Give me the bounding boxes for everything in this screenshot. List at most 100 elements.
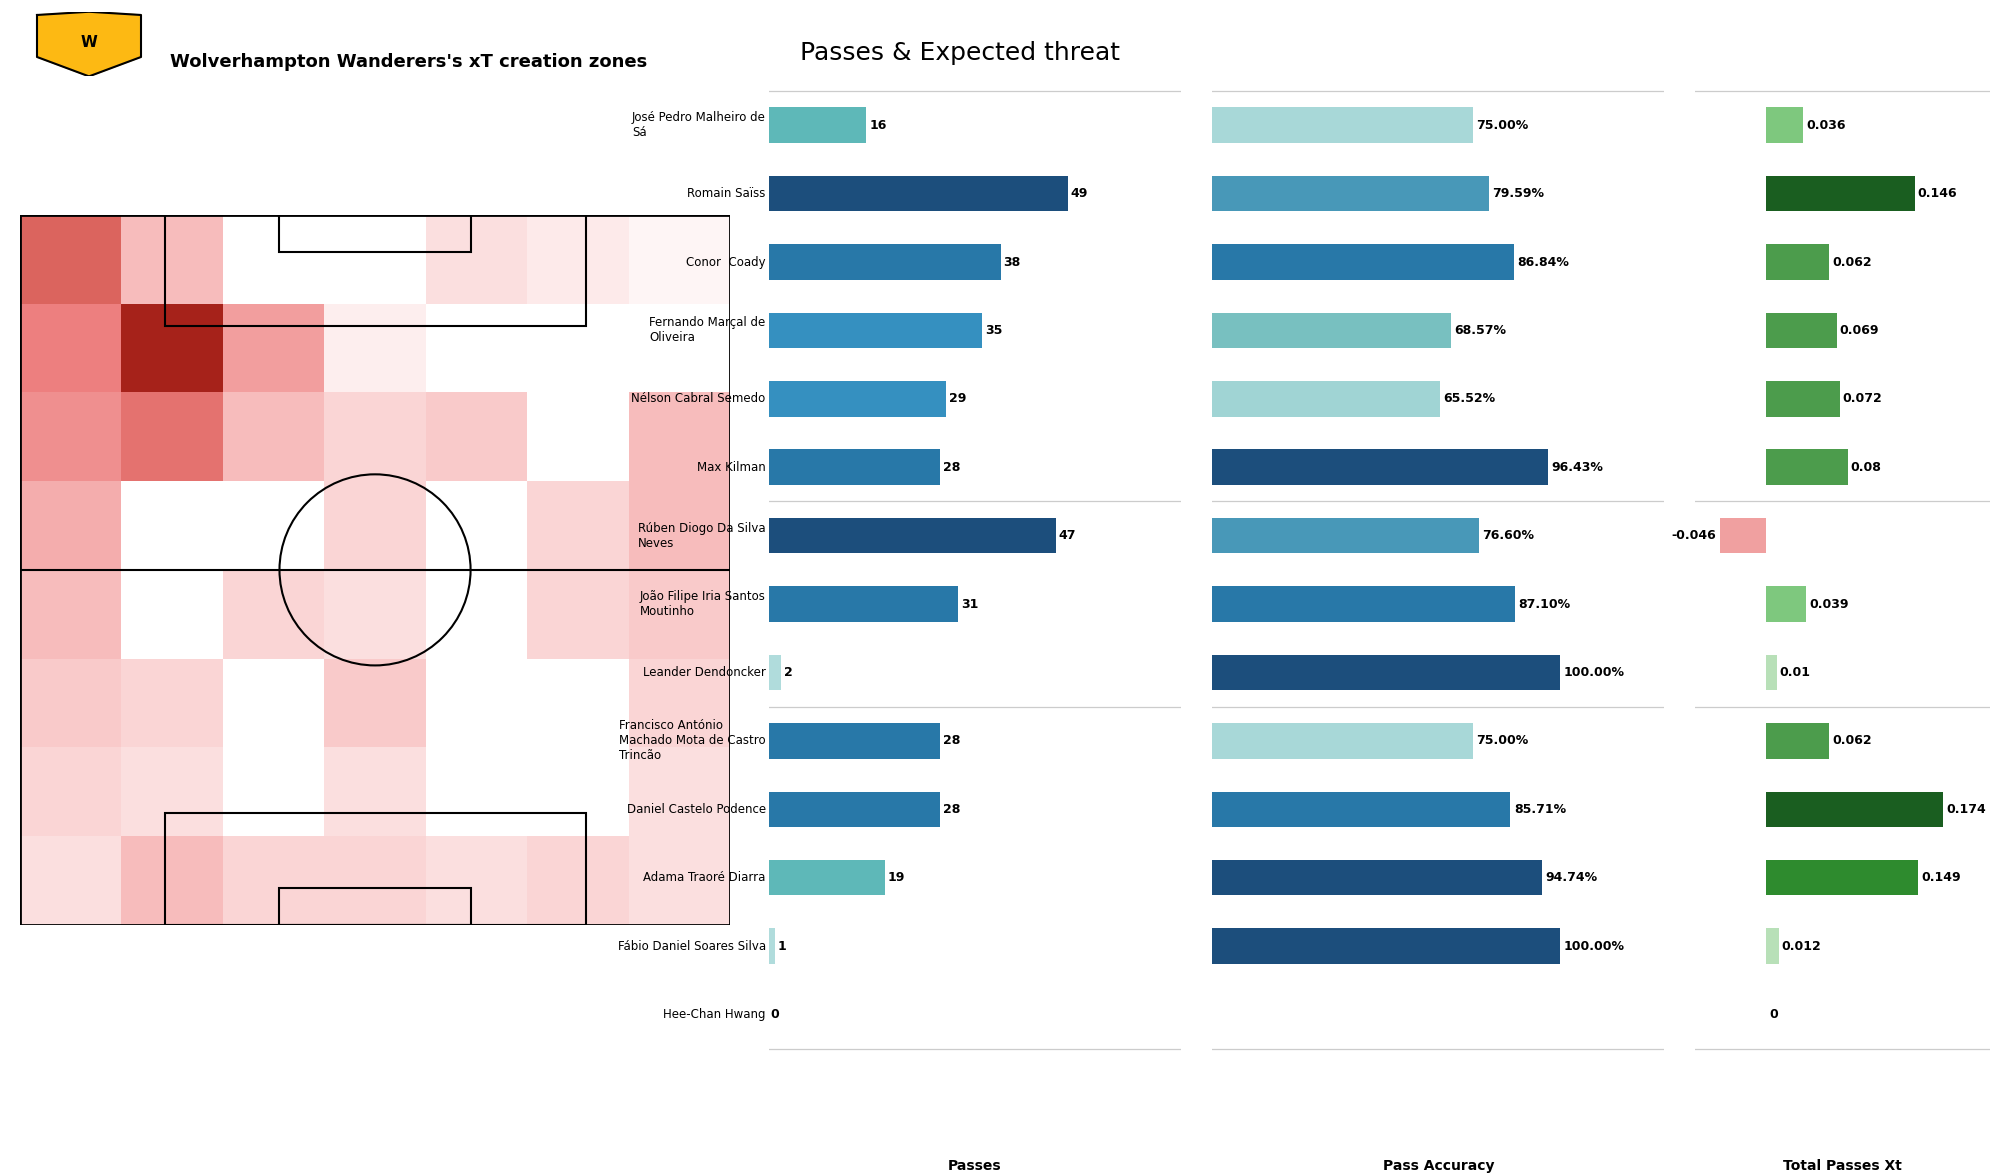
Text: 68.57%: 68.57%: [1454, 324, 1506, 337]
Text: 0.08: 0.08: [1850, 461, 1882, 474]
Bar: [280, 888, 470, 925]
Text: 35: 35: [986, 324, 1002, 337]
Bar: [324, 392, 426, 481]
Text: 94.74%: 94.74%: [1546, 871, 1598, 885]
Bar: [20, 215, 122, 303]
Text: 16: 16: [870, 119, 886, 132]
Text: Pass Accuracy: Pass Accuracy: [1382, 1159, 1494, 1173]
Bar: [426, 215, 528, 303]
Text: Francisco António
Machado Mota de Castro
Trincão: Francisco António Machado Mota de Castro…: [620, 719, 766, 763]
Text: Conor  Coady: Conor Coady: [686, 255, 766, 269]
Text: Fábio Daniel Soares Silva: Fábio Daniel Soares Silva: [618, 940, 766, 953]
Bar: [768, 586, 958, 622]
Text: 79.59%: 79.59%: [1492, 187, 1544, 200]
Text: 75.00%: 75.00%: [1476, 119, 1528, 132]
Text: 100.00%: 100.00%: [1564, 940, 1624, 953]
Text: 28: 28: [942, 734, 960, 747]
Bar: [20, 837, 122, 925]
Bar: [768, 313, 982, 348]
Bar: [164, 813, 586, 925]
Text: Total Passes Xt: Total Passes Xt: [1784, 1159, 1902, 1173]
Bar: [768, 860, 884, 895]
Bar: [324, 837, 426, 925]
Bar: [324, 747, 426, 837]
Bar: [122, 215, 222, 303]
Bar: [528, 837, 628, 925]
Bar: [628, 659, 730, 747]
Bar: [122, 392, 222, 481]
Bar: [1212, 860, 1542, 895]
Bar: [20, 303, 122, 392]
Bar: [122, 659, 222, 747]
Bar: [528, 481, 628, 570]
Text: 87.10%: 87.10%: [1518, 598, 1570, 611]
Bar: [426, 392, 528, 481]
Text: 0.036: 0.036: [1806, 119, 1846, 132]
Bar: [768, 450, 940, 485]
Text: Max Kilman: Max Kilman: [696, 461, 766, 474]
Bar: [20, 570, 122, 659]
Bar: [1212, 654, 1560, 690]
Text: Hee-Chan Hwang: Hee-Chan Hwang: [664, 1008, 766, 1021]
Bar: [1766, 723, 1830, 759]
Bar: [1766, 928, 1778, 963]
Text: Adama Traoré Diarra: Adama Traoré Diarra: [644, 871, 766, 885]
Text: 28: 28: [942, 461, 960, 474]
Bar: [426, 837, 528, 925]
Bar: [20, 392, 122, 481]
Bar: [324, 659, 426, 747]
Bar: [1766, 244, 1830, 280]
Text: 28: 28: [942, 803, 960, 815]
Bar: [122, 303, 222, 392]
Text: W: W: [80, 35, 98, 51]
Text: 47: 47: [1058, 529, 1076, 542]
Text: 0.174: 0.174: [1946, 803, 1986, 815]
Text: Leander Dendoncker: Leander Dendoncker: [642, 666, 766, 679]
Bar: [1766, 450, 1848, 485]
Text: 0.062: 0.062: [1832, 255, 1872, 269]
Polygon shape: [36, 12, 140, 76]
Text: João Filipe Iria Santos
Moutinho: João Filipe Iria Santos Moutinho: [640, 590, 766, 618]
Text: 31: 31: [960, 598, 978, 611]
Bar: [1212, 107, 1474, 143]
Bar: [628, 837, 730, 925]
Text: 0: 0: [770, 1008, 780, 1021]
Bar: [1720, 518, 1766, 553]
Bar: [122, 837, 222, 925]
Bar: [1212, 450, 1548, 485]
Bar: [164, 215, 586, 327]
Bar: [1766, 860, 1918, 895]
Text: Passes: Passes: [948, 1159, 1002, 1173]
Bar: [528, 570, 628, 659]
Bar: [628, 215, 730, 303]
Text: 0.062: 0.062: [1832, 734, 1872, 747]
Text: Daniel Castelo Podence: Daniel Castelo Podence: [626, 803, 766, 815]
Bar: [1766, 792, 1944, 827]
Text: 76.60%: 76.60%: [1482, 529, 1534, 542]
Text: Nélson Cabral Semedo: Nélson Cabral Semedo: [632, 392, 766, 405]
Bar: [768, 723, 940, 759]
Bar: [1766, 381, 1840, 417]
Bar: [122, 747, 222, 837]
Text: 65.52%: 65.52%: [1444, 392, 1496, 405]
Bar: [20, 481, 122, 570]
Bar: [1212, 792, 1510, 827]
Bar: [222, 570, 324, 659]
Bar: [20, 659, 122, 747]
Bar: [1766, 313, 1836, 348]
Bar: [628, 747, 730, 837]
Text: 86.84%: 86.84%: [1518, 255, 1570, 269]
Text: Wolverhampton Wanderers's xT creation zones: Wolverhampton Wanderers's xT creation zo…: [170, 53, 648, 70]
Bar: [1212, 176, 1490, 212]
Bar: [222, 392, 324, 481]
Bar: [324, 481, 426, 570]
Text: 85.71%: 85.71%: [1514, 803, 1566, 815]
Bar: [1212, 723, 1474, 759]
Bar: [1766, 107, 1802, 143]
Text: 75.00%: 75.00%: [1476, 734, 1528, 747]
Bar: [768, 518, 1056, 553]
Bar: [768, 176, 1068, 212]
Text: 0.149: 0.149: [1920, 871, 1960, 885]
Bar: [528, 215, 628, 303]
Text: 38: 38: [1004, 255, 1020, 269]
